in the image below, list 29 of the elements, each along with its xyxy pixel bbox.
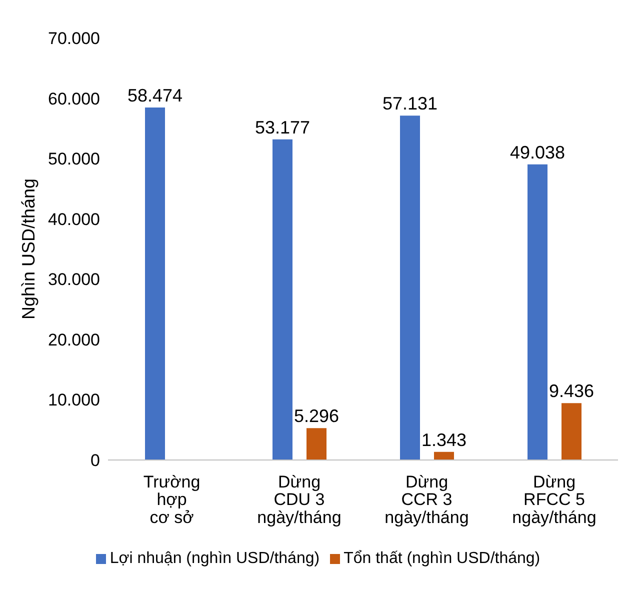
y-tick-label: 30.000 bbox=[48, 270, 100, 290]
legend-label: Lợi nhuận (nghìn USD/tháng) bbox=[110, 550, 320, 567]
y-tick-label: 0 bbox=[90, 451, 100, 470]
bar bbox=[400, 116, 420, 460]
y-tick-label: 50.000 bbox=[48, 150, 100, 169]
y-tick-label: 40.000 bbox=[48, 210, 100, 229]
bar bbox=[306, 428, 326, 460]
bar bbox=[562, 403, 582, 460]
y-tick-label: 20.000 bbox=[48, 330, 100, 350]
x-tick-label: Dừng CDU 3 ngày/tháng bbox=[257, 472, 342, 527]
y-tick-label: 60.000 bbox=[48, 89, 100, 108]
bar bbox=[272, 139, 292, 460]
data-label: 57.131 bbox=[382, 94, 438, 114]
x-tick-label: Trường hợp cơ sở bbox=[143, 472, 200, 527]
bar bbox=[434, 452, 454, 460]
data-label: 9.436 bbox=[548, 381, 594, 402]
y-tick-label: 10.000 bbox=[48, 390, 100, 410]
bar bbox=[528, 164, 548, 460]
data-label: 53.177 bbox=[254, 117, 310, 138]
data-label: 58.474 bbox=[127, 85, 183, 106]
data-label: 49.038 bbox=[510, 142, 566, 162]
y-axis-title: Nghìn USD/tháng bbox=[18, 178, 38, 320]
x-tick-label: Dừng RFCC 5 ngày/tháng bbox=[512, 472, 596, 527]
bar bbox=[145, 107, 165, 460]
x-tick-label: Dừng CCR 3 ngày/tháng bbox=[384, 472, 469, 527]
y-tick-label: 70.000 bbox=[48, 29, 100, 48]
legend-label: Tổn thất (nghìn USD/tháng) bbox=[344, 550, 540, 567]
data-label: 1.343 bbox=[421, 430, 467, 450]
data-label: 5.296 bbox=[294, 406, 340, 426]
